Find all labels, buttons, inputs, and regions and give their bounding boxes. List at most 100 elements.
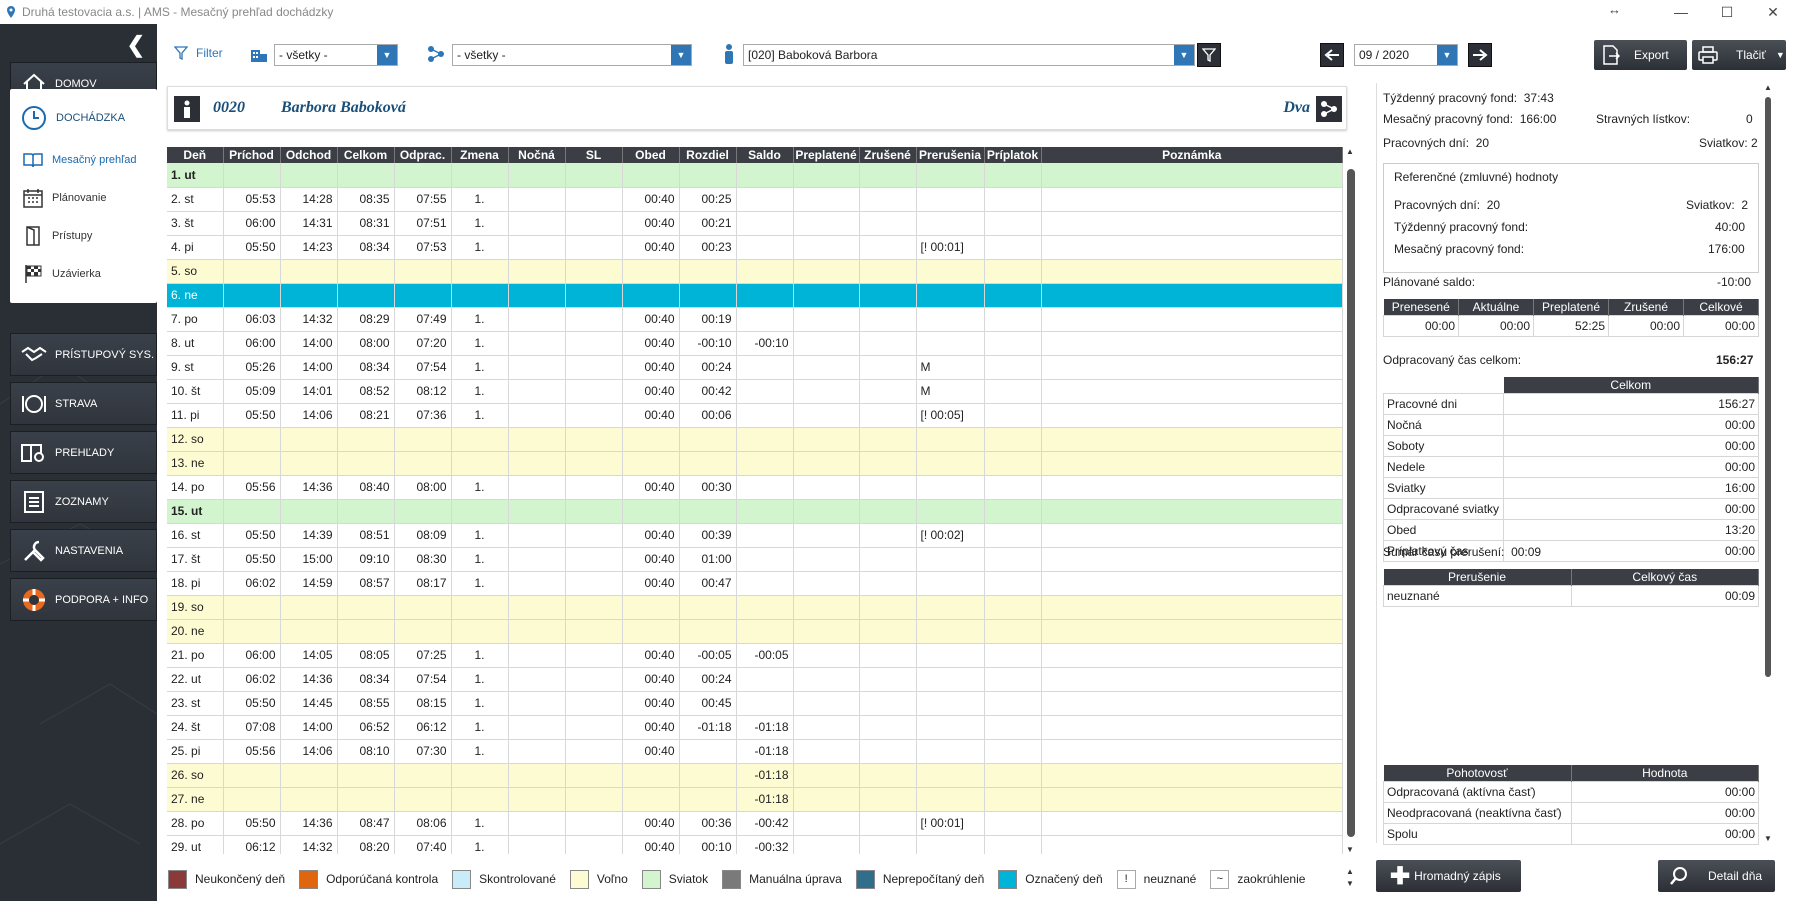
table-cell[interactable]: 1. [451,307,509,332]
table-cell[interactable] [565,403,623,428]
table-cell[interactable]: 1. [451,235,509,260]
table-cell[interactable] [793,667,860,692]
table-cell[interactable]: 14:31 [280,211,338,236]
column-header[interactable]: Príchod [223,147,281,163]
table-cell[interactable]: 05:50 [223,547,281,572]
table-row[interactable]: 26. so -01:18 [167,763,1343,788]
table-cell[interactable] [565,427,623,452]
table-cell[interactable]: 08:55 [337,691,395,716]
table-cell[interactable]: 05:56 [223,739,281,764]
table-cell[interactable] [793,499,860,524]
column-header[interactable]: SL [565,147,623,163]
table-cell[interactable]: 08:05 [337,643,395,668]
table-cell[interactable] [508,403,566,428]
day-cell[interactable]: 1. ut [167,163,224,188]
table-cell[interactable]: 14:45 [280,691,338,716]
table-cell[interactable] [859,523,917,548]
table-cell[interactable] [337,499,395,524]
table-row[interactable]: 13. ne [167,451,1343,476]
table-cell[interactable] [394,451,452,476]
table-cell[interactable] [736,571,794,596]
day-cell[interactable]: 26. so [167,763,224,788]
table-cell[interactable]: 00:40 [622,523,680,548]
table-cell[interactable] [793,379,860,404]
table-cell[interactable]: 00:23 [679,235,737,260]
table-cell[interactable] [736,499,794,524]
table-cell[interactable] [859,427,917,452]
table-cell[interactable] [984,595,1042,620]
table-cell[interactable] [859,787,917,812]
table-cell[interactable] [916,211,985,236]
table-cell[interactable] [1041,739,1343,764]
table-cell[interactable] [916,787,985,812]
table-row[interactable]: 10. št 05:09 14:01 08:52 08:12 1. 00:40 00:42 M [167,379,1343,404]
table-cell[interactable] [793,523,860,548]
table-cell[interactable]: 07:36 [394,403,452,428]
table-cell[interactable] [394,763,452,788]
scrollbar-thumb[interactable] [1765,97,1771,677]
table-cell[interactable] [859,835,917,854]
table-cell[interactable] [679,283,737,308]
table-cell[interactable]: 00:40 [622,403,680,428]
table-cell[interactable] [916,835,985,854]
table-cell[interactable] [280,451,338,476]
table-cell[interactable] [394,619,452,644]
table-cell[interactable] [565,619,623,644]
table-cell[interactable] [508,835,566,854]
table-cell[interactable] [1041,811,1343,836]
table-row[interactable]: 5. so [167,259,1343,284]
employee-info-icon[interactable] [174,96,200,122]
table-cell[interactable] [793,643,860,668]
table-cell[interactable] [793,331,860,356]
scrollbar-thumb[interactable] [1347,169,1355,837]
table-cell[interactable]: 07:30 [394,739,452,764]
period-select[interactable]: 09 / 2020 ▼ [1354,44,1458,66]
table-cell[interactable] [793,451,860,476]
table-row[interactable]: 29. ut 06:12 14:32 08:20 07:40 1. 00:40 00:10 -0… [167,835,1343,854]
table-cell[interactable] [508,763,566,788]
table-cell[interactable] [984,307,1042,332]
table-cell[interactable] [565,499,623,524]
table-cell[interactable]: 07:55 [394,187,452,212]
table-cell[interactable] [984,475,1042,500]
table-cell[interactable]: 05:56 [223,475,281,500]
print-button[interactable]: Tlačiť ▼ [1692,40,1786,70]
table-cell[interactable]: 00:40 [622,211,680,236]
table-cell[interactable] [565,235,623,260]
table-cell[interactable]: 00:40 [622,691,680,716]
table-cell[interactable] [451,427,509,452]
table-cell[interactable] [916,307,985,332]
table-cell[interactable] [736,691,794,716]
table-cell[interactable] [1041,667,1343,692]
table-cell[interactable]: 1. [451,739,509,764]
summary-scrollbar[interactable]: ▲ ▼ [1762,83,1774,843]
table-cell[interactable]: 08:00 [394,475,452,500]
day-cell[interactable]: 17. št [167,547,224,572]
table-cell[interactable] [916,259,985,284]
table-cell[interactable]: 14:01 [280,379,338,404]
table-cell[interactable] [736,427,794,452]
table-cell[interactable]: 00:39 [679,523,737,548]
table-cell[interactable] [622,427,680,452]
column-header[interactable]: Rozdiel [679,147,737,163]
table-row[interactable]: 15. ut [167,499,1343,524]
table-cell[interactable] [916,499,985,524]
table-cell[interactable]: 08:17 [394,571,452,596]
table-cell[interactable]: 08:15 [394,691,452,716]
table-cell[interactable] [1041,283,1343,308]
table-cell[interactable]: 06:02 [223,571,281,596]
table-cell[interactable]: 05:50 [223,691,281,716]
table-cell[interactable] [1041,475,1343,500]
scroll-down-icon[interactable]: ▼ [1346,845,1354,854]
table-cell[interactable] [508,307,566,332]
table-cell[interactable] [859,619,917,644]
table-cell[interactable] [337,163,395,188]
table-cell[interactable] [984,643,1042,668]
table-cell[interactable] [1041,403,1343,428]
table-cell[interactable]: 1. [451,547,509,572]
table-cell[interactable]: 00:40 [622,355,680,380]
table-cell[interactable] [565,547,623,572]
table-cell[interactable]: 00:21 [679,211,737,236]
table-cell[interactable] [394,283,452,308]
nav-pristupovy-sys[interactable]: PRÍSTUPOVÝ SYS. [10,333,157,376]
